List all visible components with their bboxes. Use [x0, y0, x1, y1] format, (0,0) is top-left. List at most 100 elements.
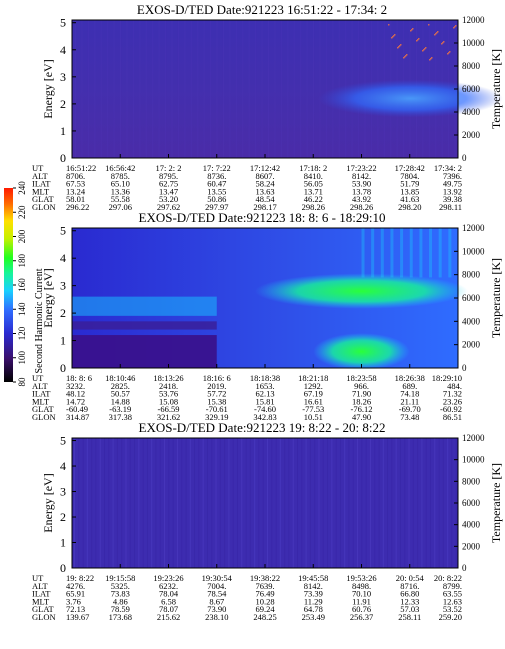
orbit-row-label: ILAT	[32, 179, 51, 189]
y2-tick-label: 0	[462, 153, 467, 163]
y-tick-label: 1	[60, 334, 66, 348]
orbit-cell: 18:23:58	[346, 373, 376, 383]
orbit-table: UT 19: 8:22 19:15:58 19:23:26 19:30:54 19:38:…	[32, 573, 462, 622]
orbit-cell: 3232.	[66, 381, 85, 391]
orbit-cell: 321.62	[157, 412, 180, 422]
orbit-cell: 18:21:18	[298, 373, 328, 383]
orbit-cell: 20: 8:22	[434, 573, 462, 583]
spectrogram-area	[72, 228, 468, 370]
orbit-cell: 13.36	[111, 186, 130, 196]
orbit-cell: 65.10	[111, 179, 130, 189]
y2-tick-label: 4000	[462, 520, 481, 530]
noise-speck	[442, 42, 444, 44]
orbit-cell: 19:45:58	[298, 573, 328, 583]
orbit-row-label: MLT	[32, 186, 50, 196]
colorbar-tick-label: 180	[17, 254, 27, 268]
orbit-cell: 342.83	[253, 412, 276, 422]
spectrogram-streak	[177, 20, 179, 158]
colorbar-tick-label: 160	[17, 278, 27, 292]
spectrogram-streak	[300, 20, 302, 158]
spectrogram-streak	[425, 438, 427, 568]
orbit-cell: 14.88	[111, 396, 130, 406]
spectrogram-streak	[75, 20, 76, 158]
orbit-cell: 8736.	[207, 171, 226, 181]
colorbar-label: Second Harmonic Current	[34, 268, 45, 373]
orbit-cell: 71.90	[352, 389, 371, 399]
orbit-cell: 297.06	[109, 202, 132, 212]
spectrogram-streak	[158, 20, 160, 158]
y-tick-label: 4	[60, 251, 66, 265]
spectrogram-streak	[241, 438, 243, 568]
noise-speck	[449, 51, 451, 53]
y2-tick-label: 8000	[462, 270, 481, 280]
y-tick-label: 0	[60, 151, 66, 165]
spectrogram-streak	[138, 438, 140, 568]
noise-speck	[410, 30, 412, 32]
spectrogram-streak	[357, 438, 359, 568]
spectrogram-streak	[242, 20, 244, 158]
orbit-cell: 13.63	[255, 186, 274, 196]
y-tick-label: 5	[60, 224, 66, 238]
panel-title: EXOS-D/TED Date:921223 16:51:22 - 17:34:…	[137, 2, 387, 17]
orbit-cell: 15.08	[159, 396, 178, 406]
y-axis-label: Energy [eV]	[41, 473, 55, 532]
spectrogram-streak	[325, 20, 327, 158]
orbit-cell: 15.38	[207, 396, 226, 406]
orbit-cell: 18: 8: 6	[66, 373, 92, 383]
orbit-cell: 4276.	[66, 581, 85, 591]
colorbar-tick-label: 80	[17, 377, 27, 387]
spectrogram-streak	[262, 438, 264, 568]
noise-speck	[443, 41, 445, 43]
spectrogram-streak	[235, 20, 237, 158]
spectrogram-streak	[228, 438, 230, 568]
spectrogram-streak	[399, 438, 401, 568]
spectrogram-streak	[81, 20, 83, 158]
orbit-row-label: UT	[32, 163, 44, 173]
spectrogram-streak	[86, 438, 88, 568]
noise-speck	[403, 57, 405, 59]
noise-speck	[425, 47, 427, 49]
orbit-cell: 86.51	[443, 412, 462, 422]
orbit-cell: 8142.	[352, 171, 371, 181]
spectrogram-streak	[344, 438, 346, 568]
spectrogram-streak	[268, 20, 269, 158]
orbit-cell: 53.76	[159, 389, 178, 399]
spectrogram-streak	[274, 20, 276, 158]
spectrogram-streak	[184, 20, 186, 158]
orbit-cell: 259.20	[439, 612, 462, 622]
spectrogram-streak	[132, 20, 134, 158]
orbit-cell: 139.67	[66, 612, 89, 622]
orbit-cell: 78.07	[159, 604, 178, 614]
y2-tick-label: 0	[462, 363, 467, 373]
panel-1: EXOS-D/TED Date:921223 16:51:22 - 17:34:…	[32, 2, 503, 212]
energy-streak	[361, 228, 365, 278]
orbit-cell: 70.10	[352, 589, 371, 599]
noise-speck	[393, 35, 395, 37]
orbit-cell: 248.25	[253, 612, 276, 622]
orbit-cell: 17:34: 2	[434, 163, 462, 173]
orbit-cell: 60.76	[352, 604, 371, 614]
spectrogram-streak	[322, 438, 324, 568]
spectrogram-streak	[352, 438, 354, 568]
spectrogram-streak	[219, 438, 221, 568]
orbit-cell: 63.55	[443, 589, 462, 599]
spectrogram-streak	[121, 438, 123, 568]
y-tick-label: 2	[60, 306, 66, 320]
spectrogram-streak	[189, 438, 191, 568]
spectrogram-streak	[120, 20, 122, 158]
orbit-cell: 8706.	[66, 171, 85, 181]
y2-tick-label: 8000	[462, 476, 481, 486]
spectrogram-streak	[151, 438, 153, 568]
orbit-cell: 48.54	[255, 194, 275, 204]
spectrogram-streak	[275, 438, 277, 568]
orbit-cell: 11.29	[304, 596, 323, 606]
spectrogram-streak	[197, 20, 199, 158]
orbit-cell: 19:30:54	[202, 573, 233, 583]
orbit-cell: 18:16: 6	[203, 373, 231, 383]
orbit-cell: -69.70	[399, 404, 421, 414]
spectrogram-streak	[206, 438, 208, 568]
spectrogram-streak	[361, 438, 363, 568]
energy-band-bottom	[72, 335, 217, 368]
y-tick-label: 4	[60, 43, 66, 57]
orbit-cell: 16.61	[304, 396, 323, 406]
